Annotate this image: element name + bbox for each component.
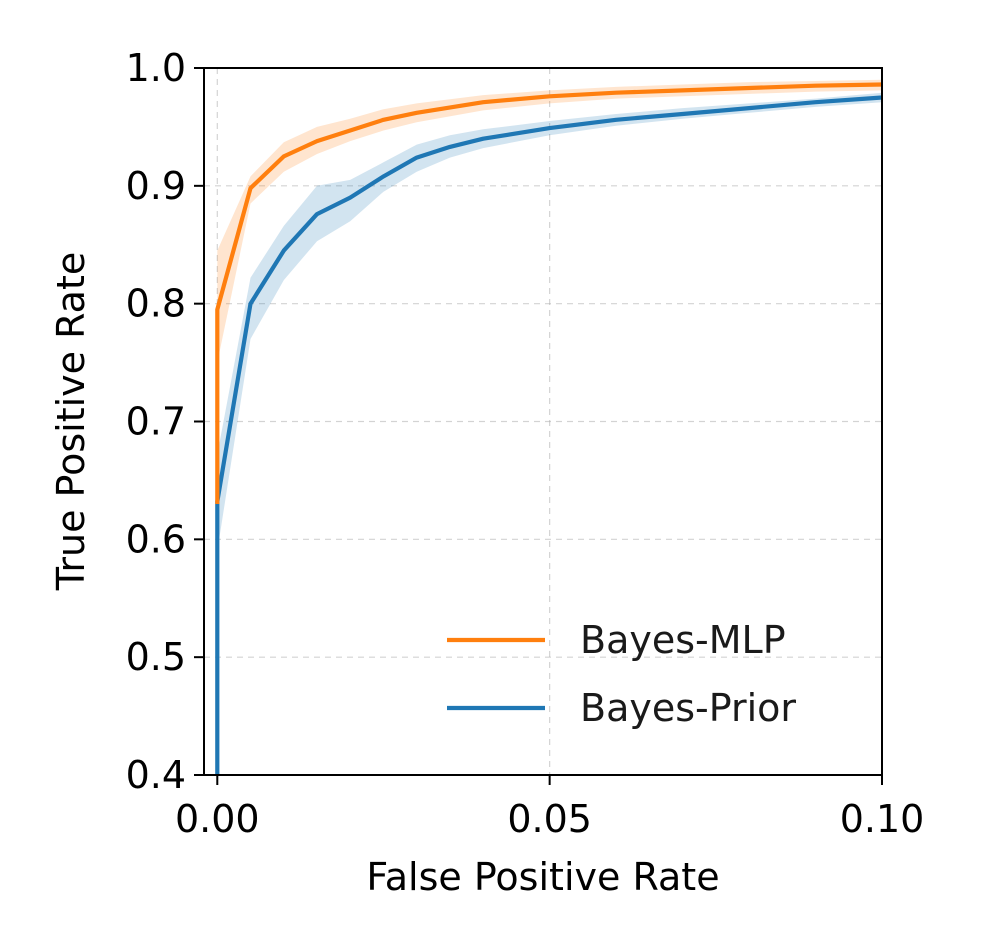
confidence-band-layer (217, 79, 883, 775)
x-tick-label: 0.00 (175, 797, 260, 841)
y-axis-label: True Positive Rate (49, 252, 93, 592)
x-axis-label: False Positive Rate (366, 855, 719, 899)
bayes-mlp-legend-label: Bayes-MLP (580, 618, 786, 662)
bayes-prior-line (215, 95, 883, 775)
y-tick-label: 0.5 (126, 635, 186, 679)
x-tick-label: 0.10 (840, 797, 925, 841)
y-tick-label: 0.4 (126, 753, 186, 797)
y-tick-label: 0.6 (126, 517, 186, 561)
bayes-mlp-line (215, 82, 883, 504)
y-tick-label: 1.0 (126, 46, 186, 90)
y-tick-label: 0.7 (126, 400, 186, 444)
y-tick-label: 0.9 (126, 164, 186, 208)
series-line-layer (215, 82, 883, 775)
bayes-prior-legend-label: Bayes-Prior (580, 686, 796, 730)
x-tick-label: 0.05 (507, 797, 592, 841)
grid-layer (204, 67, 883, 776)
y-tick-label: 0.8 (126, 282, 186, 326)
legend: Bayes-MLP Bayes-Prior (447, 618, 796, 730)
tick-layer: 0.4 0.5 0.6 0.7 0.8 0.9 1.0 0.00 0.05 0.10 (126, 46, 925, 841)
